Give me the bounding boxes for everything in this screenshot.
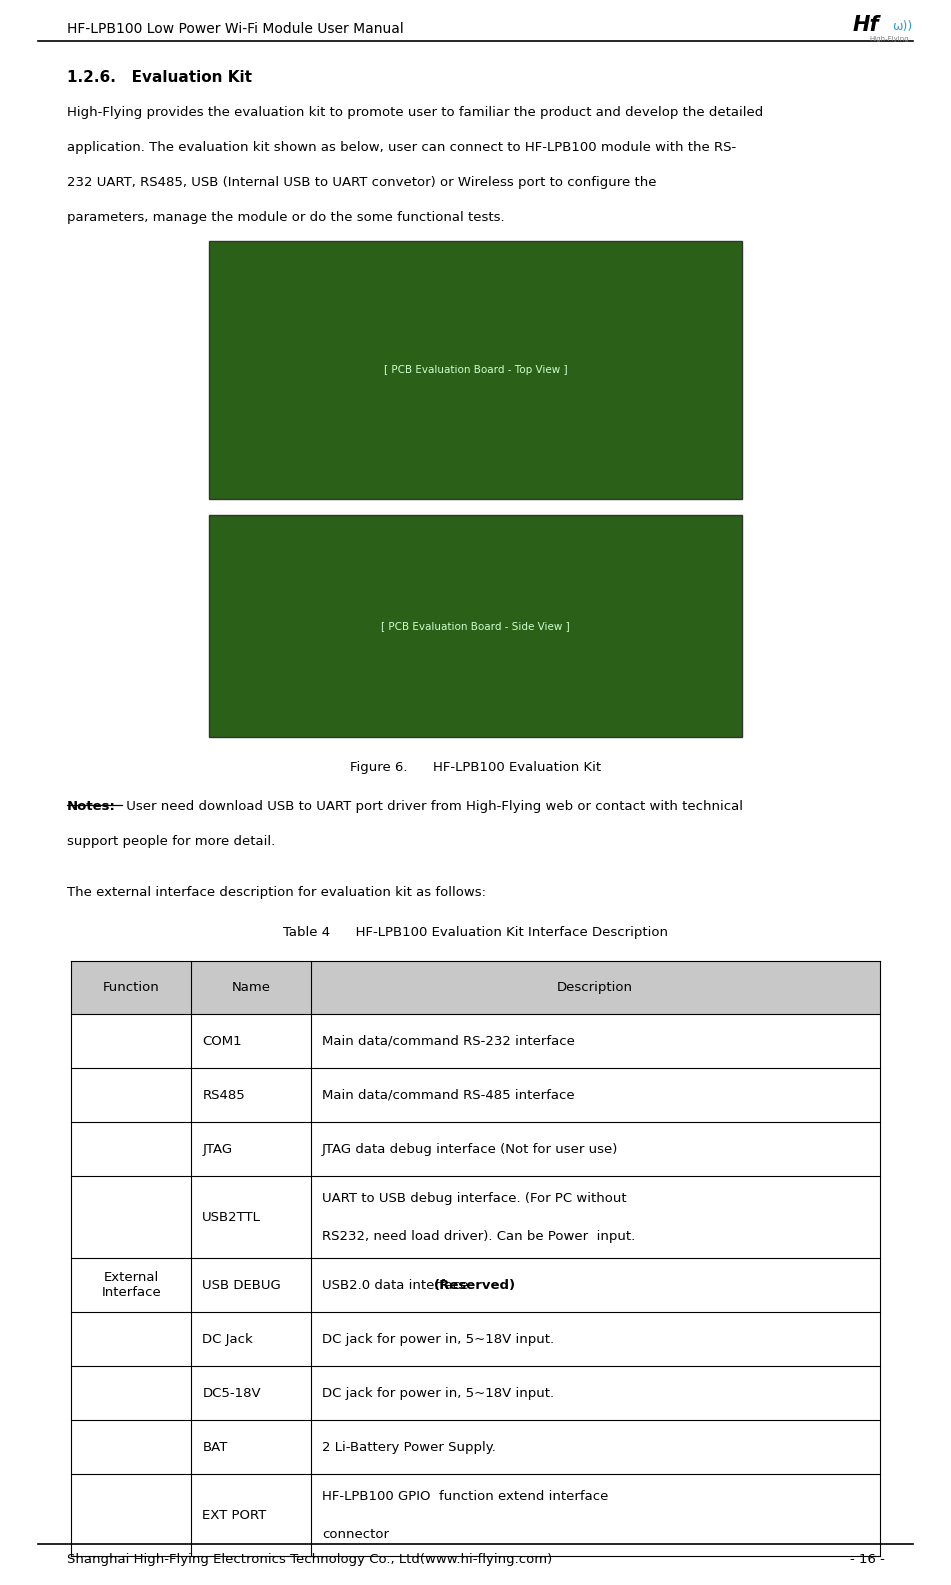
Text: DC jack for power in, 5~18V input.: DC jack for power in, 5~18V input. — [322, 1387, 554, 1400]
Bar — [71, 1474, 880, 1556]
Text: RS485: RS485 — [203, 1089, 245, 1102]
Text: Table 4      HF-LPB100 Evaluation Kit Interface Description: Table 4 HF-LPB100 Evaluation Kit Interfa… — [283, 926, 668, 938]
Text: JTAG data debug interface (Not for user use): JTAG data debug interface (Not for user … — [322, 1143, 618, 1155]
Text: BAT: BAT — [203, 1441, 227, 1453]
Text: Name: Name — [231, 981, 270, 994]
Text: EXT PORT: EXT PORT — [203, 1509, 266, 1522]
Text: support people for more detail.: support people for more detail. — [67, 835, 275, 848]
Bar — [71, 1068, 880, 1122]
Text: [ PCB Evaluation Board - Side View ]: [ PCB Evaluation Board - Side View ] — [381, 621, 570, 631]
Text: Main data/command RS-485 interface: Main data/command RS-485 interface — [322, 1089, 574, 1102]
Text: Description: Description — [557, 981, 633, 994]
Text: External
Interface: External Interface — [101, 1271, 161, 1300]
Bar — [71, 961, 880, 1014]
Text: ω)): ω)) — [892, 19, 912, 33]
Text: JTAG: JTAG — [203, 1143, 232, 1155]
Text: DC5-18V: DC5-18V — [203, 1387, 261, 1400]
Text: - 16 -: - 16 - — [849, 1553, 884, 1566]
Bar — [71, 1122, 880, 1176]
Text: (Reserved): (Reserved) — [434, 1279, 516, 1292]
Text: USB2TTL: USB2TTL — [203, 1211, 262, 1224]
Bar — [209, 515, 742, 737]
Text: Main data/command RS-232 interface: Main data/command RS-232 interface — [322, 1035, 575, 1048]
Text: Hf: Hf — [853, 16, 880, 35]
Text: COM1: COM1 — [203, 1035, 242, 1048]
Text: High-Flying: High-Flying — [869, 36, 909, 41]
Text: UART to USB debug interface. (For PC without: UART to USB debug interface. (For PC wit… — [322, 1192, 627, 1205]
Text: Notes:: Notes: — [67, 800, 115, 813]
Bar — [71, 1420, 880, 1474]
Text: User need download USB to UART port driver from High-Flying web or contact with : User need download USB to UART port driv… — [122, 800, 743, 813]
Bar — [71, 1176, 880, 1258]
Text: High-Flying provides the evaluation kit to promote user to familiar the product : High-Flying provides the evaluation kit … — [67, 106, 763, 119]
Text: Shanghai High-Flying Electronics Technology Co., Ltd(www.hi-flying.com): Shanghai High-Flying Electronics Technol… — [67, 1553, 552, 1566]
Text: DC jack for power in, 5~18V input.: DC jack for power in, 5~18V input. — [322, 1333, 554, 1346]
Text: Figure 6.      HF-LPB100 Evaluation Kit: Figure 6. HF-LPB100 Evaluation Kit — [350, 761, 601, 773]
Text: The external interface description for evaluation kit as follows:: The external interface description for e… — [67, 886, 486, 899]
Text: USB DEBUG: USB DEBUG — [203, 1279, 281, 1292]
Text: Function: Function — [103, 981, 160, 994]
Bar — [71, 1312, 880, 1366]
Text: application. The evaluation kit shown as below, user can connect to HF-LPB100 mo: application. The evaluation kit shown as… — [67, 141, 736, 154]
Text: 232 UART, RS485, USB (Internal USB to UART convetor) or Wireless port to configu: 232 UART, RS485, USB (Internal USB to UA… — [67, 176, 656, 189]
Bar — [71, 1258, 880, 1312]
Text: [ PCB Evaluation Board - Top View ]: [ PCB Evaluation Board - Top View ] — [383, 365, 568, 376]
Text: parameters, manage the module or do the some functional tests.: parameters, manage the module or do the … — [67, 211, 504, 223]
Text: DC Jack: DC Jack — [203, 1333, 253, 1346]
Text: RS232, need load driver). Can be Power  input.: RS232, need load driver). Can be Power i… — [322, 1230, 635, 1243]
Text: 2 Li-Battery Power Supply.: 2 Li-Battery Power Supply. — [322, 1441, 495, 1453]
Bar — [209, 241, 742, 499]
Text: HF-LPB100 GPIO  function extend interface: HF-LPB100 GPIO function extend interface — [322, 1490, 609, 1503]
Text: USB2.0 data interface.: USB2.0 data interface. — [322, 1279, 473, 1292]
Bar — [71, 1014, 880, 1068]
Text: HF-LPB100 Low Power Wi-Fi Module User Manual: HF-LPB100 Low Power Wi-Fi Module User Ma… — [67, 22, 403, 35]
Text: connector: connector — [322, 1528, 389, 1541]
Bar — [71, 1366, 880, 1420]
Text: 1.2.6.   Evaluation Kit: 1.2.6. Evaluation Kit — [67, 70, 252, 84]
